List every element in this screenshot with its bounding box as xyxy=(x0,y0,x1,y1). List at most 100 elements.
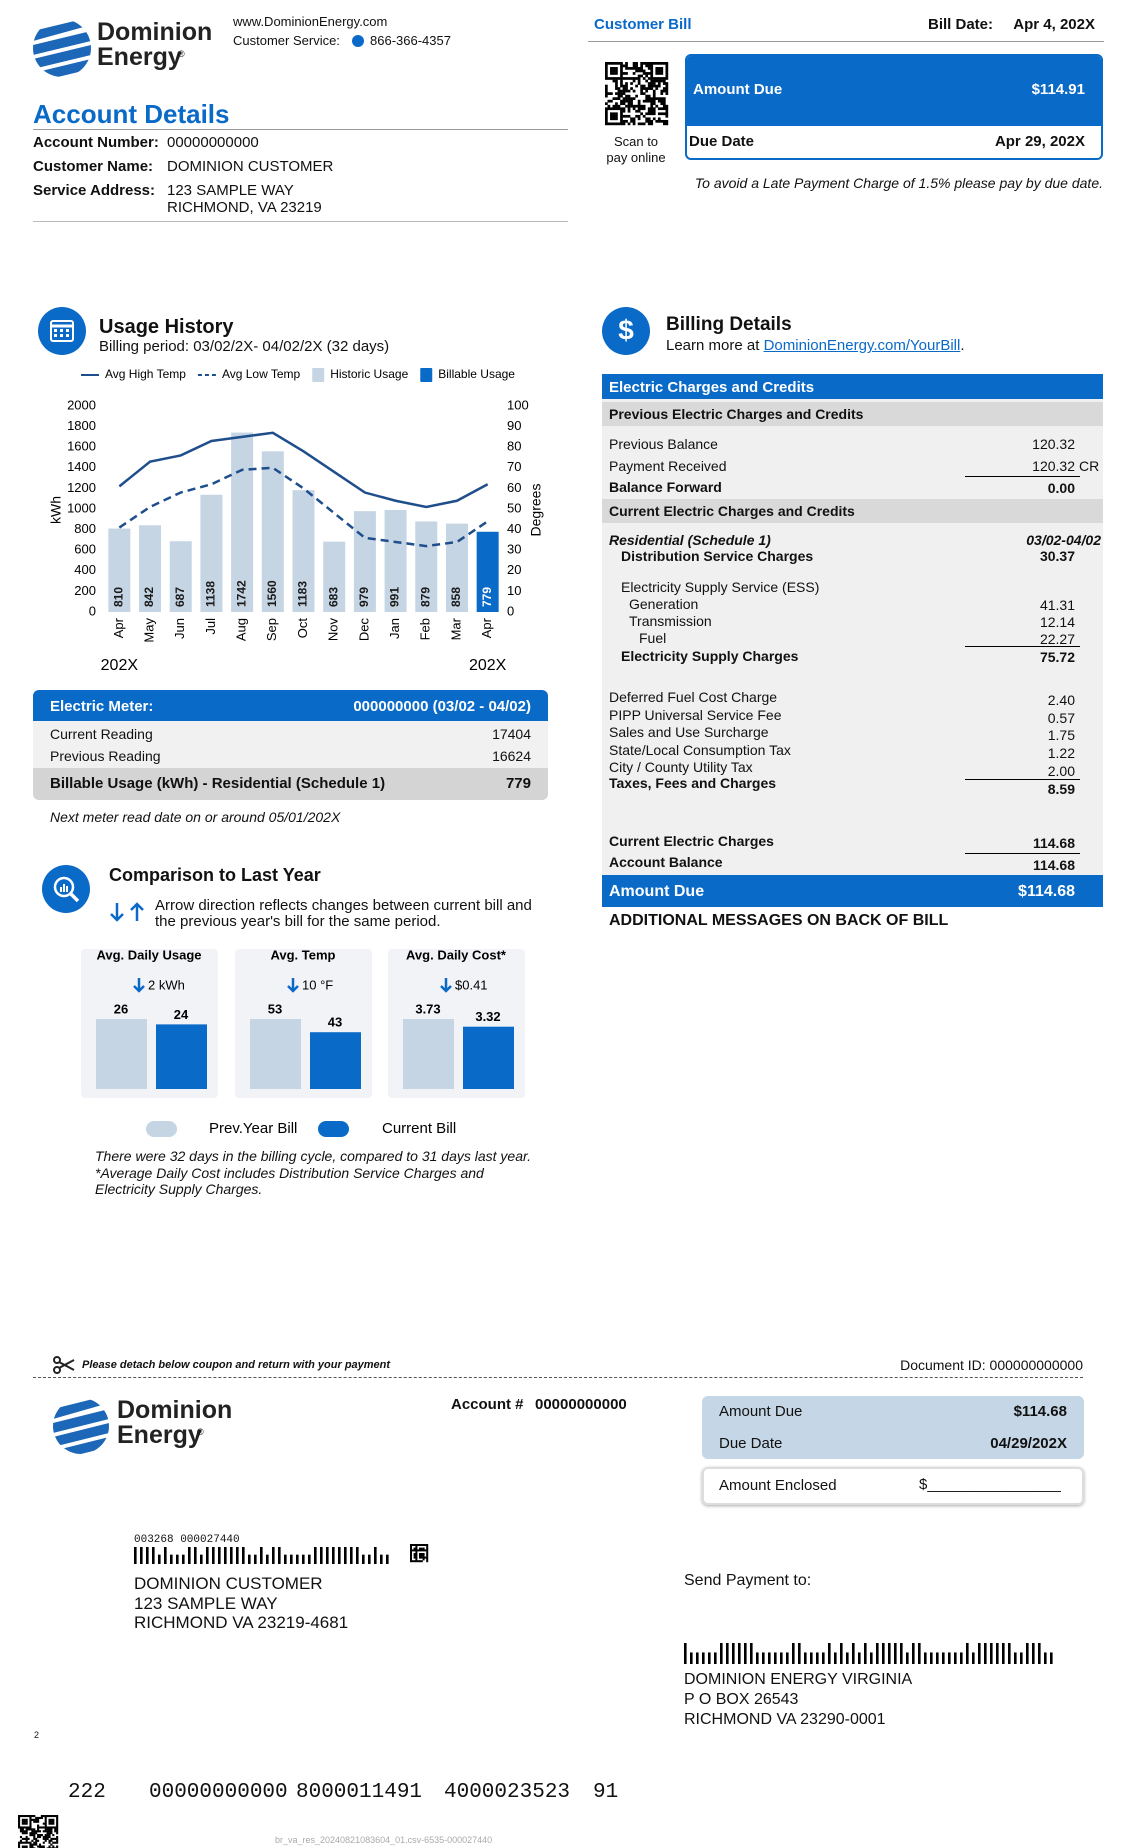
row-label: Electricity Supply Charges xyxy=(621,648,799,664)
row-label: State/Local Consumption Tax xyxy=(609,742,791,758)
data-label: 979 xyxy=(357,587,371,607)
row-value: 22.27 xyxy=(1039,631,1075,647)
coupon-value: 04/29/202X xyxy=(990,1435,1067,1452)
data-label: 3.32 xyxy=(475,1009,500,1024)
barcode xyxy=(134,1547,389,1564)
x-tick-label: Feb xyxy=(418,618,433,640)
row-label: Payment Received xyxy=(609,458,727,474)
note: There were 32 days in the billing cycle,… xyxy=(95,1148,532,1164)
change-text: 2 kWh xyxy=(148,977,185,992)
next-read: Next meter read date on or around 05/01/… xyxy=(50,809,341,825)
amount-due-label: Amount Due xyxy=(693,81,783,98)
link[interactable]: DominionEnergy.com/YourBill xyxy=(763,337,961,354)
data-label: 26 xyxy=(114,1001,128,1016)
y-tick-label: 1400 xyxy=(67,459,96,474)
meter-title: Electric Meter: xyxy=(50,698,154,715)
row-label: Deferred Fuel Cost Charge xyxy=(609,689,778,705)
phone-icon xyxy=(352,35,364,47)
y2-tick-label: 100 xyxy=(507,397,529,412)
section-title: Account Details xyxy=(33,99,230,129)
description: the previous year's bill for the same pe… xyxy=(155,913,441,930)
row-value: 2.00 xyxy=(1047,763,1075,779)
enclosed-box xyxy=(702,1467,1084,1505)
row-label: Account Balance xyxy=(609,854,723,870)
y-tick-label: 1600 xyxy=(67,439,96,454)
y2-axis-label: Degrees xyxy=(528,484,544,537)
scissors-icon xyxy=(53,1356,75,1374)
enclosed-blank: $________________ xyxy=(919,1476,1061,1493)
row-value: 120.32 xyxy=(1032,458,1075,474)
field-value: 00000000000 xyxy=(167,134,259,151)
phone: 866-366-4357 xyxy=(370,33,451,48)
logo-text: Energy xyxy=(117,1421,202,1449)
legend-swatch xyxy=(318,1121,349,1137)
logo-text: Dominion xyxy=(117,1396,233,1424)
row-label: Electricity Supply Service (ESS) xyxy=(621,579,820,595)
data-label: 1138 xyxy=(204,581,218,607)
legend-swatch xyxy=(312,368,325,382)
note: *Average Daily Cost includes Distributio… xyxy=(95,1165,484,1181)
scan-text: pay online xyxy=(606,150,666,165)
enclosed-label: Amount Enclosed xyxy=(719,1477,837,1494)
y2-tick-label: 30 xyxy=(507,542,521,557)
barcode xyxy=(684,1643,1053,1664)
row-value: 12.14 xyxy=(1039,614,1075,630)
meter-value: 17404 xyxy=(492,726,531,742)
bar xyxy=(261,451,284,612)
row-value: 114.68 xyxy=(1032,857,1075,873)
data-label: 842 xyxy=(142,587,156,607)
amount-due: $114.91 xyxy=(1031,81,1085,98)
rule xyxy=(965,779,1080,780)
row-label: Generation xyxy=(629,596,699,612)
y2-tick-label: 80 xyxy=(507,439,521,454)
x-tick-label: Apr xyxy=(111,617,126,638)
bar xyxy=(323,541,346,612)
file-id: br_va_res_20240821083604_01.csv-6535-000… xyxy=(275,1835,493,1845)
address-line: 123 SAMPLE WAY xyxy=(134,1594,278,1613)
data-label: 43 xyxy=(328,1015,342,1030)
field-label: Customer Name: xyxy=(33,158,154,175)
amount-due: $114.68 xyxy=(1018,883,1075,900)
x-tick-label: Jan xyxy=(387,618,402,639)
x-group-label: 202X xyxy=(101,657,139,674)
bar xyxy=(463,1026,514,1089)
y2-tick-label: 20 xyxy=(507,562,521,577)
y-tick-label: 800 xyxy=(74,521,96,536)
data-label: 1742 xyxy=(234,580,248,607)
note: Electricity Supply Charges. xyxy=(95,1181,263,1197)
bar xyxy=(250,1019,301,1089)
cut-line xyxy=(33,1377,1083,1378)
document-id: Document ID: 000000000000 xyxy=(900,1357,1083,1373)
y2-tick-label: 50 xyxy=(507,500,521,515)
section-title: Comparison to Last Year xyxy=(109,865,321,885)
legend-label: Current Bill xyxy=(382,1120,456,1137)
row-value: 30.37 xyxy=(1039,548,1075,564)
bar xyxy=(445,523,468,612)
row-label: Taxes, Fees and Charges xyxy=(609,775,777,791)
billable-label: Billable Usage (kWh) - Residential (Sche… xyxy=(50,775,386,792)
registered: ® xyxy=(197,1427,204,1437)
address-line: DOMINION ENERGY VIRGINIA xyxy=(684,1671,913,1688)
card-title: Avg. Daily Usage xyxy=(96,947,201,962)
legend-label: Avg High Temp xyxy=(105,367,186,381)
y2-tick-label: 10 xyxy=(507,583,521,598)
data-label: 3.73 xyxy=(415,1001,440,1016)
subsection-header: Current Electric Charges and Credits xyxy=(609,503,855,519)
coupon-label: Due Date xyxy=(719,1435,783,1452)
address-line: RICHMOND VA 23290-0001 xyxy=(684,1711,886,1728)
bill-title: Customer Bill xyxy=(594,16,692,33)
data-label: 779 xyxy=(480,587,494,607)
row-value: 41.31 xyxy=(1039,597,1075,613)
subsection-header: Previous Electric Charges and Credits xyxy=(609,406,864,422)
y-tick-label: 1000 xyxy=(67,500,96,515)
row-label: City / County Utility Tax xyxy=(609,759,753,775)
account-label: Account # xyxy=(451,1396,524,1413)
barcode-text: 003268 000027440 xyxy=(134,1534,240,1546)
send-payment-label: Send Payment to: xyxy=(684,1572,812,1589)
change-arrow xyxy=(133,978,145,993)
link-suffix: . xyxy=(960,337,965,354)
row-label: Fuel xyxy=(639,630,667,646)
divider xyxy=(33,221,568,222)
bar xyxy=(108,528,131,612)
x-group-label: 202X xyxy=(469,657,507,674)
